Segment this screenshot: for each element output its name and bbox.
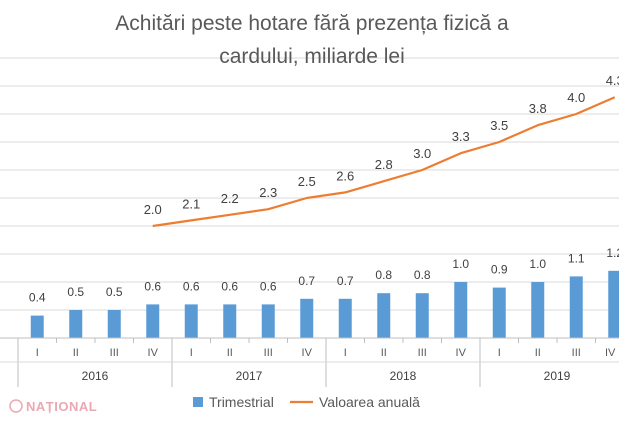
x-year-label: 2018 — [390, 369, 417, 383]
chart-title-line-1: Achitări peste hotare fără prezența fizi… — [115, 12, 509, 35]
bar — [30, 315, 44, 338]
chart-title-line-2: cardului, miliarde lei — [219, 45, 405, 68]
bar — [454, 282, 468, 338]
bar — [107, 310, 121, 338]
watermark-logo: NAȚIONAL — [9, 399, 97, 414]
line-data-label: 2.5 — [298, 174, 316, 189]
x-year-label: 2016 — [82, 369, 109, 383]
bar-data-label: 0.6 — [260, 279, 277, 293]
line-data-label: 2.8 — [375, 157, 393, 172]
bar-data-label: 0.5 — [106, 285, 123, 299]
x-tick-label: II — [73, 347, 79, 359]
x-tick-label: IV — [148, 347, 159, 359]
bar-data-label: 0.7 — [298, 274, 315, 288]
x-tick-label: II — [227, 347, 233, 359]
x-tick-label: II — [381, 347, 387, 359]
bar-data-label: 0.8 — [414, 268, 431, 282]
watermark-circle-icon — [9, 399, 23, 413]
x-tick-label: II — [535, 347, 541, 359]
line-path — [152, 96, 616, 228]
line-data-label: 3.0 — [413, 146, 431, 161]
bar — [492, 287, 506, 338]
x-tick-label: IV — [302, 347, 313, 359]
x-year-label: 2017 — [236, 369, 263, 383]
x-tick-label: III — [264, 347, 273, 359]
x-tick-label: IV p — [605, 347, 619, 359]
line-data-label: 3.5 — [490, 118, 508, 133]
x-tick-label: I — [190, 347, 193, 359]
bar — [223, 304, 237, 338]
bar-data-label: 0.9 — [491, 263, 508, 277]
x-year-label: 2019 — [544, 369, 571, 383]
x-tick-label: I — [498, 347, 501, 359]
watermark-text: NAȚIONAL — [26, 399, 97, 414]
bar-data-label: 0.4 — [29, 291, 46, 305]
bar — [531, 282, 545, 338]
bar-series: 0.4 0.5 0.5 0.6 0.6 0.6 0.6 0.7 0.7 0.8 0.8 1.0 0.9 1… — [29, 246, 619, 338]
line-data-label: 2.0 — [144, 202, 162, 217]
x-tick-label: III — [418, 347, 427, 359]
bar-data-label: 1.0 — [529, 257, 546, 271]
bar — [377, 293, 391, 338]
bar — [300, 298, 314, 338]
legend-swatch-trimestrial — [193, 397, 203, 407]
bar — [146, 304, 160, 338]
x-tick-label: III — [110, 347, 119, 359]
bar-data-label: 0.6 — [183, 279, 200, 293]
line-data-label: 3.8 — [529, 101, 547, 116]
x-tick-label: I — [344, 347, 347, 359]
x-tick-label: I — [36, 347, 39, 359]
legend-label-valoarea-anuala: Valoarea anuală — [319, 394, 420, 410]
bar — [338, 298, 352, 338]
x-tick-label: IV — [456, 347, 467, 359]
x-tick-label: III — [572, 347, 581, 359]
legend-label-trimestrial: Trimestrial — [209, 394, 274, 410]
bar-data-label: 0.6 — [221, 279, 238, 293]
line-data-label: 2.2 — [221, 191, 239, 206]
bar-data-label: 0.5 — [67, 285, 84, 299]
line-data-label: 2.3 — [259, 185, 277, 200]
bar-data-label: 1.2 — [606, 246, 619, 260]
line-series: 2.0 2.1 2.2 2.3 2.5 2.6 2.8 3.0 3.3 3.5 3.8 4.0 4.3 — [144, 73, 619, 228]
line-data-label: 2.6 — [336, 168, 354, 183]
line-data-label: 4.0 — [567, 90, 585, 105]
bar-data-label: 0.7 — [337, 274, 354, 288]
line-data-label: 2.1 — [182, 196, 200, 211]
bar — [261, 304, 275, 338]
bar — [69, 310, 83, 338]
bar — [569, 276, 583, 338]
bar — [608, 270, 619, 338]
bar-data-label: 1.1 — [568, 251, 585, 265]
bar-data-label: 0.6 — [144, 279, 161, 293]
bar-data-label: 0.8 — [375, 268, 392, 282]
line-data-label: 4.3 — [606, 73, 619, 88]
bar — [415, 293, 429, 338]
legend: Trimestrial Valoarea anuală — [193, 394, 420, 410]
bar — [184, 304, 198, 338]
line-data-label: 3.3 — [452, 129, 470, 144]
bar-data-label: 1.0 — [452, 257, 469, 271]
